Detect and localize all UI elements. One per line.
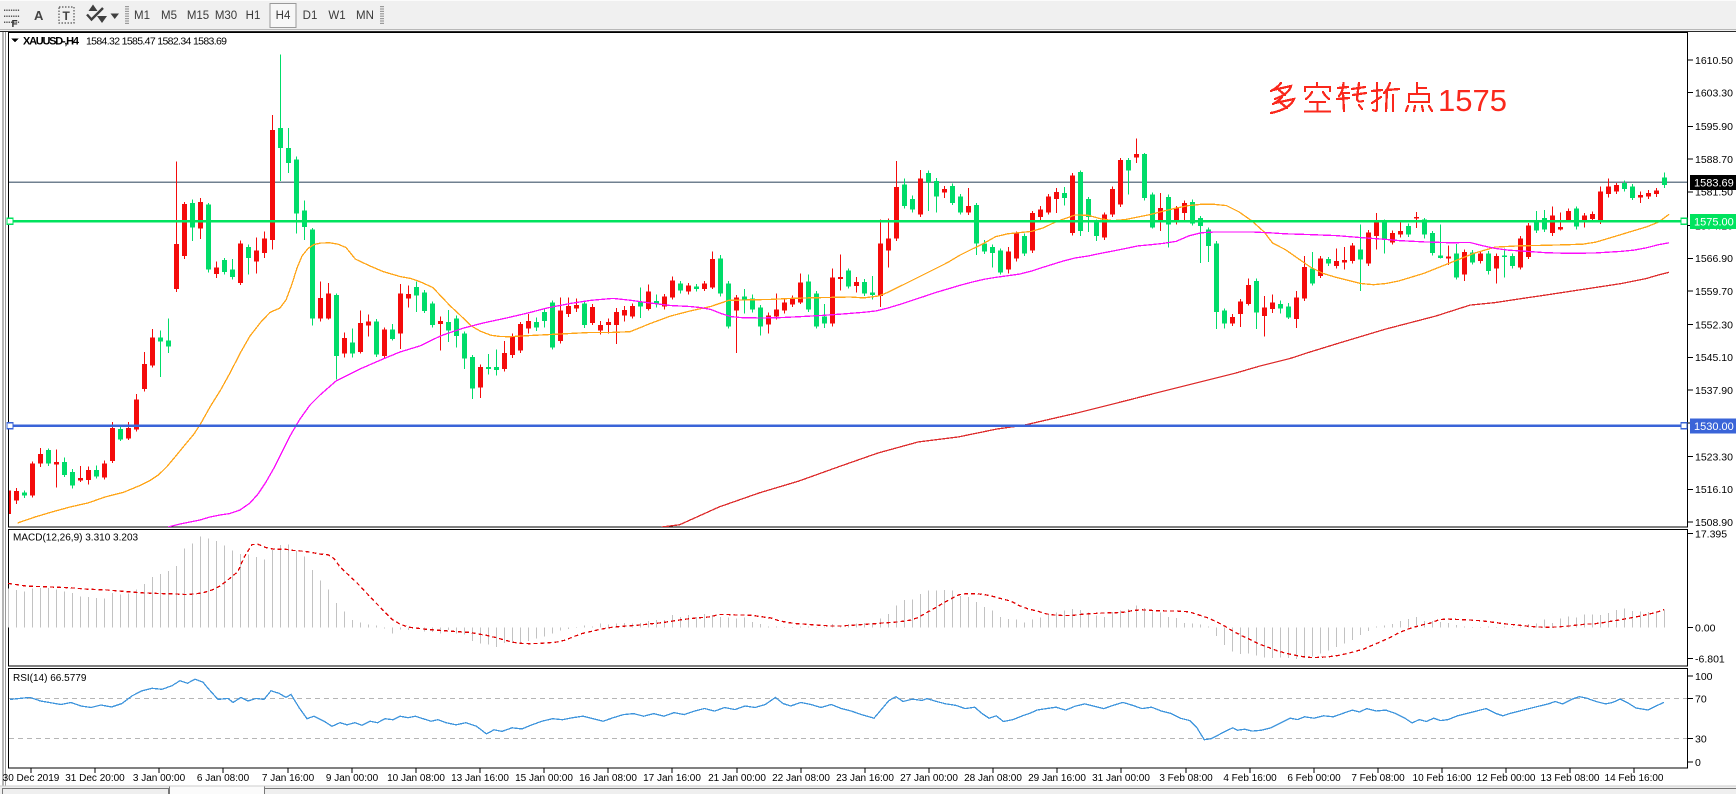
svg-text:1523.30: 1523.30 [1695, 451, 1733, 463]
svg-text:M30: M30 [215, 10, 237, 22]
svg-text:7 Feb 08:00: 7 Feb 08:00 [1351, 773, 1405, 784]
svg-text:10 Feb 16:00: 10 Feb 16:00 [1413, 773, 1472, 784]
svg-text:3 Jan 00:00: 3 Jan 00:00 [133, 773, 186, 784]
svg-text:1603.30: 1603.30 [1695, 88, 1733, 100]
svg-text:17 Jan 16:00: 17 Jan 16:00 [643, 773, 701, 784]
svg-text:M15: M15 [187, 10, 209, 22]
svg-text:70: 70 [1695, 693, 1707, 705]
svg-text:29 Jan 16:00: 29 Jan 16:00 [1028, 773, 1086, 784]
svg-text:28 Jan 08:00: 28 Jan 08:00 [964, 773, 1022, 784]
svg-text:100: 100 [1695, 671, 1713, 683]
svg-text:1530.00: 1530.00 [1694, 421, 1734, 433]
svg-text:H4: H4 [276, 10, 291, 22]
svg-text:MN: MN [356, 10, 374, 22]
svg-text:W1: W1 [328, 10, 345, 22]
svg-text:13 Feb 08:00: 13 Feb 08:00 [1541, 773, 1600, 784]
svg-text:M5: M5 [161, 10, 177, 22]
svg-text:1588.70: 1588.70 [1695, 154, 1733, 166]
svg-text:RSI(14) 66.5779: RSI(14) 66.5779 [13, 673, 87, 684]
svg-text:0: 0 [1695, 757, 1701, 769]
svg-text:21 Jan 00:00: 21 Jan 00:00 [708, 773, 766, 784]
svg-text:30 Dec 2019: 30 Dec 2019 [3, 773, 60, 784]
svg-text:22 Jan 08:00: 22 Jan 08:00 [772, 773, 830, 784]
svg-text:12 Feb 00:00: 12 Feb 00:00 [1477, 773, 1536, 784]
svg-text:30: 30 [1695, 733, 1707, 745]
svg-text:F: F [12, 19, 18, 30]
svg-text:23 Jan 16:00: 23 Jan 16:00 [836, 773, 894, 784]
svg-text:0.00: 0.00 [1695, 622, 1716, 634]
svg-text:13 Jan 16:00: 13 Jan 16:00 [451, 773, 509, 784]
svg-text:-6.801: -6.801 [1695, 653, 1725, 665]
svg-text:M1: M1 [134, 10, 150, 22]
svg-text:15 Jan 00:00: 15 Jan 00:00 [515, 773, 573, 784]
svg-text:3 Feb 08:00: 3 Feb 08:00 [1159, 773, 1213, 784]
svg-text:1537.90: 1537.90 [1695, 385, 1733, 397]
svg-text:D1: D1 [303, 10, 318, 22]
svg-text:6 Feb 00:00: 6 Feb 00:00 [1287, 773, 1341, 784]
svg-text:1583.69: 1583.69 [1694, 177, 1734, 189]
svg-text:1595.90: 1595.90 [1695, 121, 1733, 133]
svg-text:14 Feb 16:00: 14 Feb 16:00 [1605, 773, 1664, 784]
svg-text:1566.90: 1566.90 [1695, 253, 1733, 265]
svg-text:1559.70: 1559.70 [1695, 286, 1733, 298]
svg-text:MACD(12,26,9) 3.310 3.203: MACD(12,26,9) 3.310 3.203 [13, 533, 139, 544]
svg-text:1508.90: 1508.90 [1695, 517, 1733, 529]
svg-text:1545.10: 1545.10 [1695, 352, 1733, 364]
svg-text:XAUUSD-,H4: XAUUSD-,H4 [23, 36, 80, 48]
svg-text:6 Jan 08:00: 6 Jan 08:00 [197, 773, 250, 784]
svg-text:9 Jan 00:00: 9 Jan 00:00 [326, 773, 379, 784]
svg-text:4 Feb 16:00: 4 Feb 16:00 [1223, 773, 1277, 784]
svg-text:1516.10: 1516.10 [1695, 484, 1733, 496]
svg-text:A: A [34, 8, 44, 23]
svg-text:16 Jan 08:00: 16 Jan 08:00 [579, 773, 637, 784]
svg-text:7 Jan 16:00: 7 Jan 16:00 [262, 773, 315, 784]
svg-text:1584.32 1585.47 1582.34 1583.6: 1584.32 1585.47 1582.34 1583.69 [86, 36, 227, 48]
svg-text:1610.50: 1610.50 [1695, 55, 1733, 67]
svg-text:10 Jan 08:00: 10 Jan 08:00 [387, 773, 445, 784]
svg-text:1552.30: 1552.30 [1695, 319, 1733, 331]
svg-text:1575.00: 1575.00 [1694, 216, 1734, 228]
svg-text:31 Dec 20:00: 31 Dec 20:00 [65, 773, 125, 784]
svg-text:1575: 1575 [1438, 83, 1507, 118]
svg-text:T: T [63, 9, 71, 23]
svg-text:17.395: 17.395 [1695, 528, 1727, 540]
svg-text:27 Jan 00:00: 27 Jan 00:00 [900, 773, 958, 784]
svg-text:31 Jan 00:00: 31 Jan 00:00 [1092, 773, 1150, 784]
svg-text:H1: H1 [246, 10, 261, 22]
